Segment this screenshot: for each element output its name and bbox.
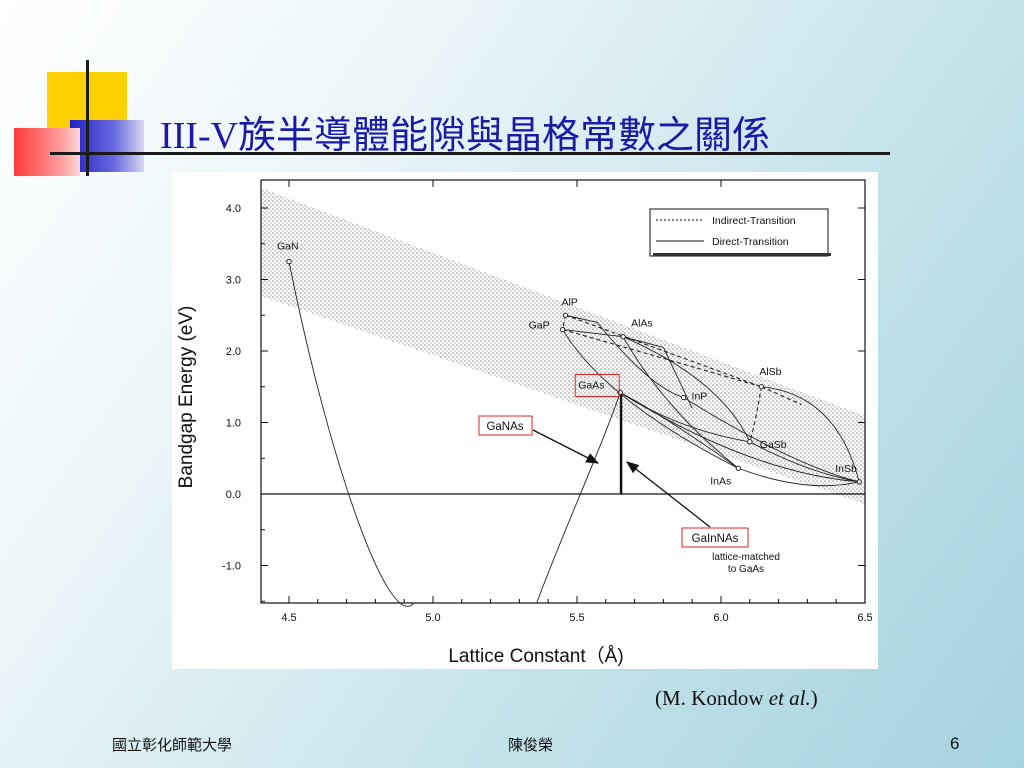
point-label: AlSb [759, 366, 781, 378]
plot-frame [260, 179, 866, 604]
direct-gap-inas [562, 329, 739, 469]
data-point [620, 334, 626, 340]
legend-shadow [653, 253, 831, 256]
x-tick-label: 6.5 [857, 612, 872, 624]
x-tick-label: 5.5 [569, 612, 584, 624]
direct-gap-alas [562, 329, 624, 338]
title-rule [50, 152, 890, 155]
data-point [562, 312, 569, 318]
x-axis-label: Lattice Constant（Å) [448, 645, 623, 667]
gainnas-callout-label: GaInNAs [692, 533, 739, 545]
y-tick-label: 2.0 [226, 346, 241, 358]
data-point [286, 258, 292, 265]
direct-alas-gasb [622, 336, 751, 442]
data-point [758, 384, 764, 390]
citation-etal: et al. [768, 686, 811, 710]
indirect-alsb-gasb [749, 386, 762, 442]
point-label: GaP [529, 320, 550, 332]
footer-author: 陳俊榮 [508, 737, 554, 754]
gainnas-sublabel-1: lattice-matched [712, 552, 780, 563]
data-point [680, 394, 687, 401]
ganas-callout-box [478, 415, 533, 436]
data-point [735, 465, 741, 471]
ganas-arrow [532, 429, 600, 464]
point-label: GaSb [760, 439, 787, 451]
legend-label: Direct-Transition [712, 236, 789, 248]
data-point [559, 326, 566, 333]
point-label: InAs [710, 475, 731, 487]
citation: (M. Kondow et al.) [655, 686, 818, 711]
point-label: GaN [277, 241, 299, 253]
x-tick-label: 4.5 [281, 612, 296, 624]
dotted-band [261, 188, 865, 504]
legend-label: Indirect-Transition [712, 215, 796, 227]
chart-panel: 4.0 3.0 2.0 1.0 0.0 -1.0 4.5 5.0 5.5 6.0 6.5 Lattic… [172, 172, 878, 669]
legend: Indirect-Transition Direct-Transition [649, 208, 831, 257]
direct-gaas-insb [619, 392, 860, 483]
point-label: InP [692, 390, 708, 402]
ganas-callout-label: GaNAs [486, 421, 523, 433]
direct-gaas-inas [619, 392, 739, 469]
point-label: InSb [835, 463, 857, 475]
footer-institution: 國立彰化師範大學 [112, 737, 233, 754]
indirect-alp-alsb [565, 314, 762, 388]
y-tick-label: 3.0 [226, 275, 241, 287]
y-tick-label: 4.0 [226, 203, 241, 215]
gaas-highlight-box [574, 373, 620, 397]
gainnas-callout-box [681, 527, 749, 548]
direct-drop-1 [662, 347, 693, 409]
point-label: GaAs [578, 379, 604, 391]
direct-alas-shoulder [622, 336, 664, 348]
y-axis-label: Bandgap Energy (eV) [176, 306, 197, 489]
direct-alp-join [565, 314, 598, 323]
data-point [617, 389, 623, 396]
citation-suffix: ) [810, 686, 818, 710]
y-tick-label: 1.0 [226, 418, 241, 430]
direct-alas-inas [622, 336, 739, 469]
page-number: 6 [950, 734, 960, 753]
indirect-alsb-tail [761, 386, 802, 406]
slide-title: III-V族半導體能隙與晶格常數之關係 [160, 115, 771, 157]
deco-blue-square [70, 120, 144, 172]
bandgap-chart: 4.0 3.0 2.0 1.0 0.0 -1.0 4.5 5.0 5.5 6.0 6.5 Lattic… [176, 179, 873, 667]
y-tick-label: -1.0 [222, 561, 241, 573]
point-label: AlP [561, 296, 577, 308]
curve-ganas-gaas [536, 392, 621, 604]
direct-gasb-insb [749, 441, 860, 483]
y-tick-label: 0.0 [226, 489, 241, 501]
direct-alp-inp [596, 322, 684, 398]
curve-gan-ganas [288, 261, 415, 607]
direct-inp-insb [683, 397, 860, 483]
citation-prefix: (M. Kondow [655, 686, 769, 710]
data-point [856, 479, 862, 485]
direct-alsb-insb [761, 386, 860, 482]
legend-box [649, 208, 829, 257]
gainnas-sublabel-2: to GaAs [728, 564, 764, 575]
point-label: AlAs [631, 318, 653, 330]
gainnas-arrow [625, 461, 711, 528]
deco-vertical-bar [86, 60, 89, 176]
data-point [747, 439, 753, 445]
x-tick-label: 5.0 [425, 612, 440, 624]
direct-inas-insb [738, 467, 860, 487]
x-tick-label: 6.0 [713, 612, 728, 624]
